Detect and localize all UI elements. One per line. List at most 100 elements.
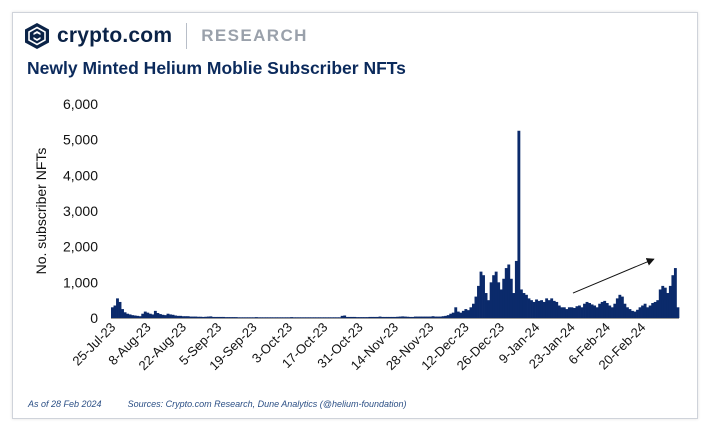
bar (161, 314, 165, 318)
bar (661, 285, 665, 318)
bar (128, 314, 132, 318)
bar (429, 316, 432, 318)
bar (368, 316, 372, 318)
bar (264, 317, 268, 318)
bar (618, 294, 622, 318)
bar (358, 317, 362, 318)
bar (671, 275, 675, 318)
bar (552, 300, 556, 318)
bar (658, 289, 662, 318)
bar (525, 294, 528, 318)
bar (363, 317, 367, 318)
bar (295, 317, 299, 318)
bar (365, 317, 369, 318)
bar (535, 299, 538, 318)
bar (123, 312, 127, 318)
bar (302, 317, 306, 318)
bar (252, 317, 256, 318)
bar (575, 306, 579, 318)
bar (174, 315, 177, 318)
brand-header: crypto.com RESEARCH (24, 22, 308, 50)
bar (547, 300, 551, 318)
bar (393, 316, 397, 318)
bar (237, 317, 241, 318)
bar (636, 309, 639, 318)
bar (111, 307, 114, 318)
bar (477, 285, 480, 318)
as-of-date: As of 28 Feb 2024 (28, 399, 102, 409)
bar (350, 316, 354, 318)
bar (307, 317, 311, 318)
bar (489, 282, 493, 318)
bar (509, 278, 513, 318)
bar (315, 317, 319, 318)
bar (504, 268, 508, 318)
bar (537, 300, 541, 318)
bar (353, 316, 357, 318)
bar (530, 300, 533, 318)
bar (335, 317, 339, 318)
bar (148, 313, 152, 318)
bar (623, 303, 627, 318)
bar (631, 310, 634, 318)
bar (426, 316, 430, 318)
bar (232, 317, 236, 318)
bar (517, 130, 521, 318)
bar (613, 303, 617, 318)
bar (673, 268, 677, 318)
bar (398, 316, 402, 318)
bar (605, 303, 609, 318)
bar (300, 317, 304, 318)
bar (227, 317, 230, 318)
bar (595, 307, 599, 318)
bar (343, 315, 347, 318)
bar (656, 300, 660, 318)
chart-title: Newly Minted Helium Moblie Subscriber NF… (27, 58, 406, 78)
bar (242, 317, 246, 318)
bar (418, 316, 422, 318)
chart-footer: As of 28 Feb 2024 Sources: Crypto.com Res… (28, 399, 406, 409)
bar (171, 314, 175, 318)
bar (383, 316, 387, 318)
bar (297, 317, 301, 318)
chart-frame (12, 12, 698, 419)
bar (282, 317, 286, 318)
bar (244, 317, 248, 318)
bar (585, 301, 589, 318)
bar (572, 308, 576, 318)
bar (466, 310, 470, 318)
bar (214, 316, 218, 318)
bar (512, 293, 516, 318)
bar (588, 303, 591, 318)
bar (191, 316, 195, 318)
bar (615, 298, 619, 318)
bar (371, 316, 374, 318)
bar (118, 301, 122, 318)
bar (610, 307, 614, 318)
bar (598, 303, 602, 318)
brand-name: crypto.com (57, 24, 173, 47)
bar (406, 316, 410, 318)
bar (449, 313, 453, 318)
bar (179, 315, 183, 318)
bar (136, 315, 140, 318)
bar (580, 307, 584, 318)
y-tick-label: 2,000 (63, 239, 98, 255)
bar (287, 317, 291, 318)
bar (285, 317, 289, 318)
y-tick-label: 1,000 (63, 274, 98, 290)
y-tick-label: 0 (90, 310, 98, 326)
bar (360, 317, 364, 318)
bar (451, 312, 455, 318)
bar (646, 307, 650, 318)
bar (312, 317, 316, 318)
bar (325, 317, 329, 318)
y-tick-label: 6,000 (63, 96, 98, 112)
bar (262, 317, 266, 318)
bar (578, 305, 581, 318)
bar (494, 271, 498, 318)
bar (131, 315, 135, 318)
bar (620, 296, 624, 318)
bar (653, 301, 657, 318)
bar (239, 317, 243, 318)
